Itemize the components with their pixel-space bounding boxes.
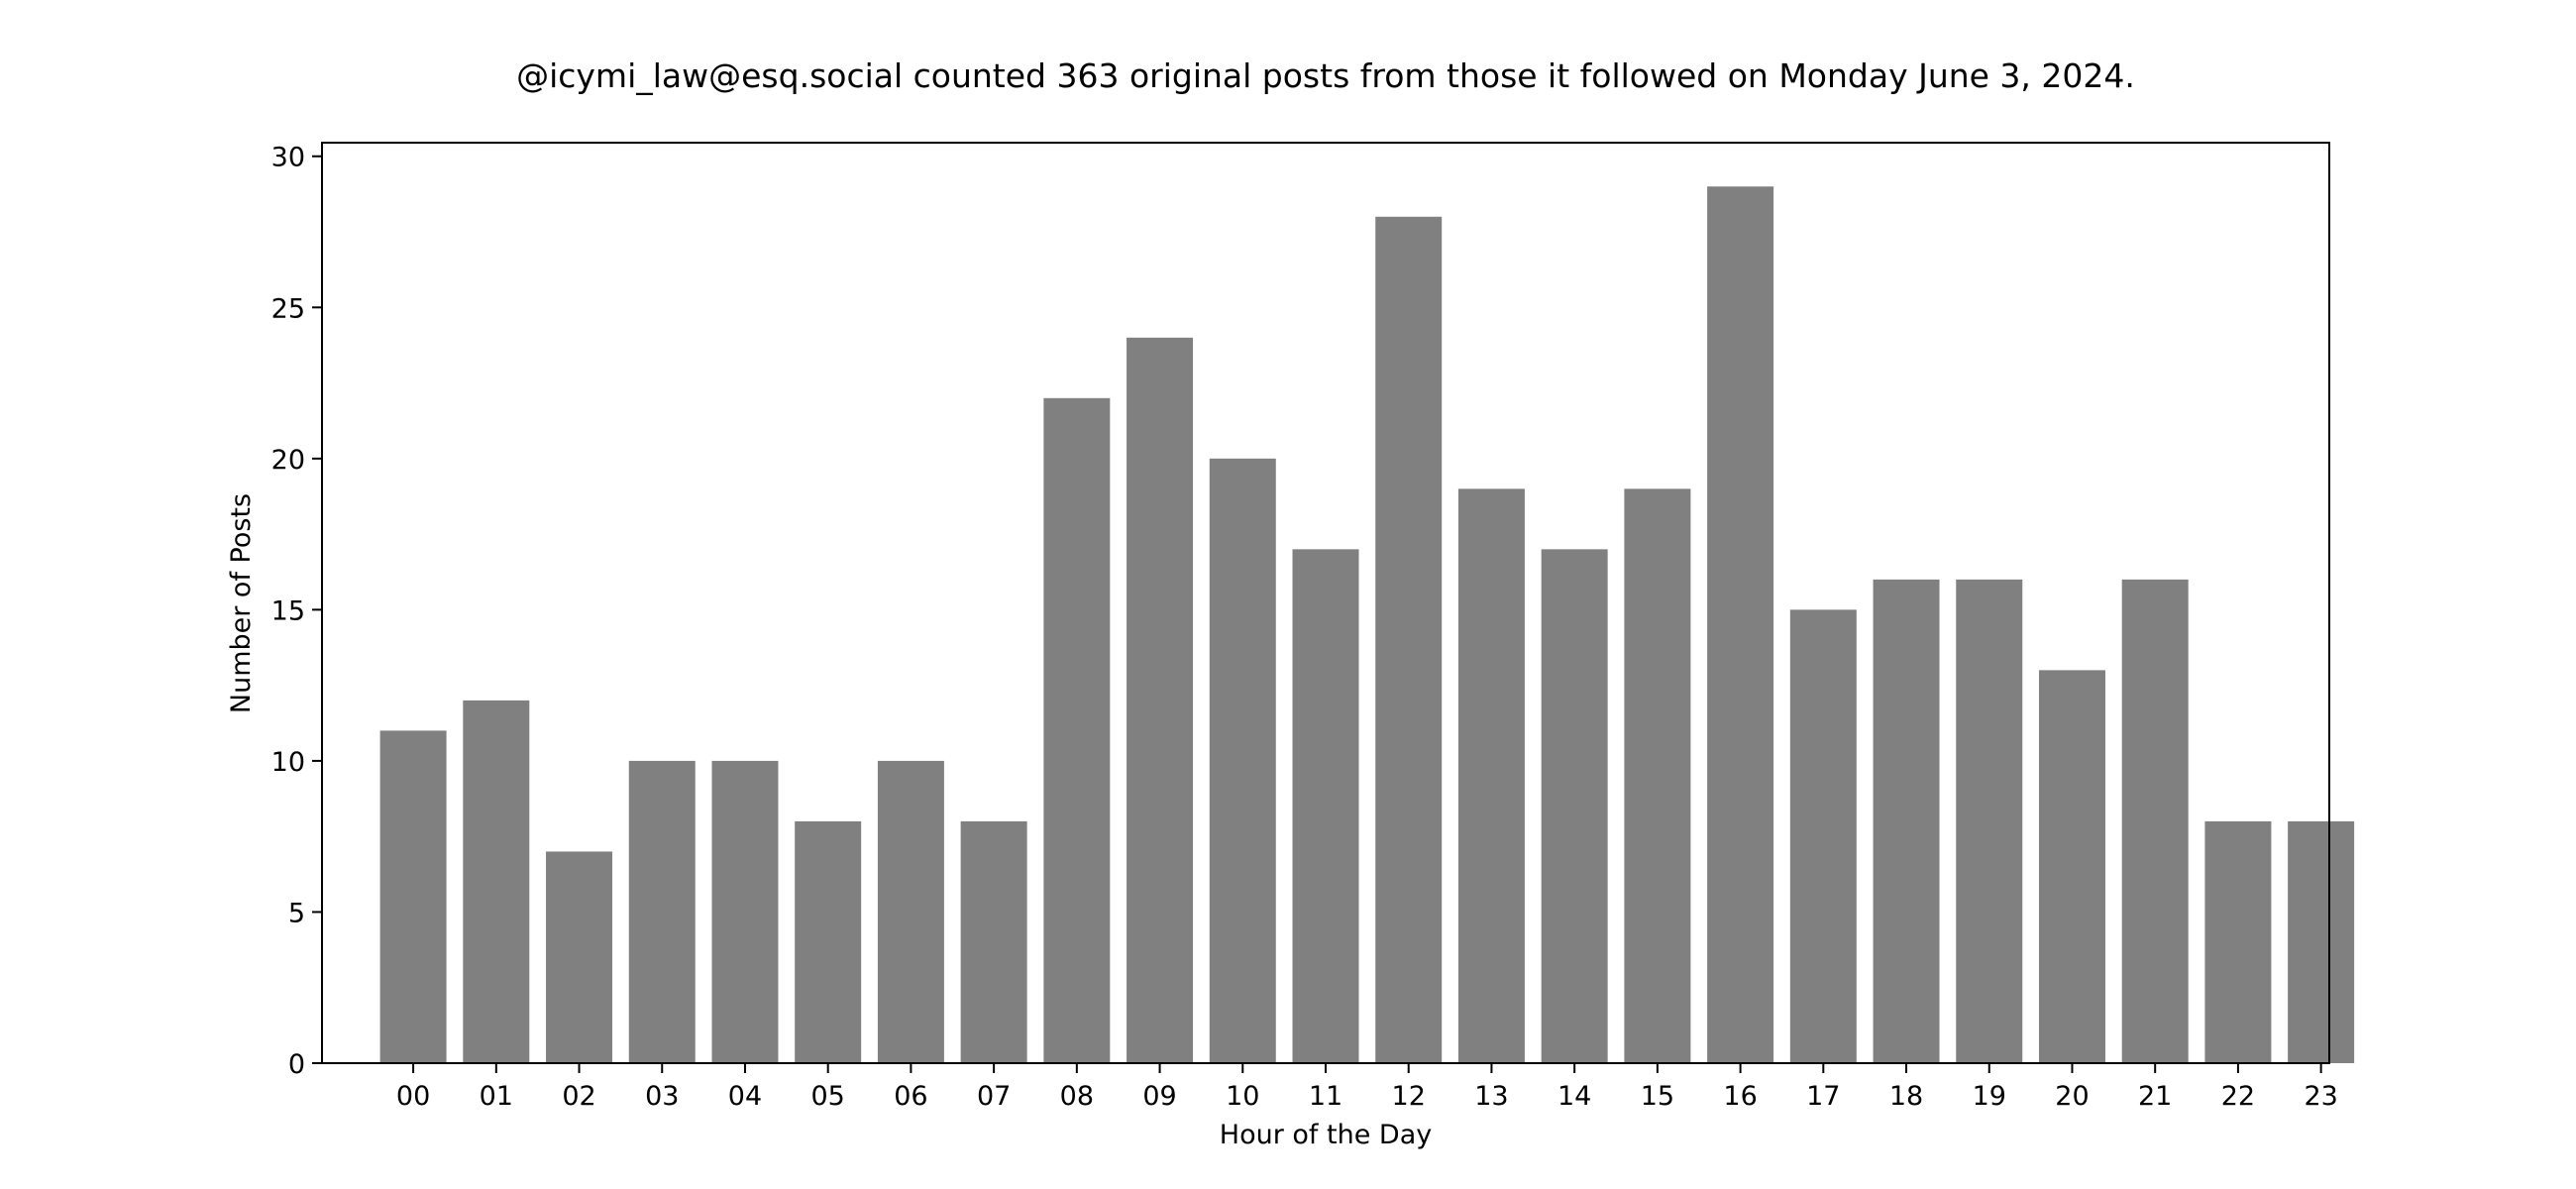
y-tick-label: 25 <box>271 293 305 324</box>
x-tick-label-08: 08 <box>1060 1081 1094 1112</box>
x-tick-label-14: 14 <box>1557 1081 1591 1112</box>
bar-04 <box>711 760 779 1063</box>
x-tick-label-04: 04 <box>728 1081 762 1112</box>
x-tick-label-13: 13 <box>1474 1081 1508 1112</box>
bar-02 <box>546 851 613 1063</box>
x-tick-label-21: 21 <box>2138 1081 2172 1112</box>
bar-16 <box>1707 186 1774 1064</box>
x-tick-label-18: 18 <box>1889 1081 1923 1112</box>
y-tick-label: 15 <box>271 595 305 626</box>
x-tick-label-20: 20 <box>2055 1081 2089 1112</box>
bar-01 <box>463 700 530 1063</box>
bar-00 <box>379 730 447 1063</box>
y-axis-label: Number of Posts <box>226 493 257 713</box>
bar-18 <box>1873 579 1940 1063</box>
y-tick-label: 20 <box>271 445 305 476</box>
x-tick-label-00: 00 <box>396 1081 430 1112</box>
x-tick-label-16: 16 <box>1723 1081 1757 1112</box>
x-tick-label-10: 10 <box>1226 1081 1259 1112</box>
bar-21 <box>2121 579 2189 1063</box>
y-tick-label: 5 <box>288 898 305 928</box>
bar-10 <box>1209 458 1276 1063</box>
bar-05 <box>795 820 862 1063</box>
x-tick-label-03: 03 <box>645 1081 679 1112</box>
plot-frame <box>321 142 2330 1064</box>
bar-17 <box>1789 609 1857 1063</box>
x-axis-label: Hour of the Day <box>1220 1120 1432 1150</box>
y-tick-label: 30 <box>271 143 305 173</box>
x-tick-label-19: 19 <box>1973 1081 2006 1112</box>
bar-20 <box>2038 670 2105 1063</box>
bar-19 <box>1956 579 2023 1063</box>
x-tick-label-06: 06 <box>894 1081 927 1112</box>
y-tick-label: 0 <box>288 1049 305 1080</box>
bar-22 <box>2204 820 2272 1063</box>
y-axis-ticks: 0 5 10 15 20 25 30 <box>271 143 322 1080</box>
x-tick-label-15: 15 <box>1641 1081 1674 1112</box>
x-tick-label-01: 01 <box>480 1081 513 1112</box>
bars-group <box>379 186 2355 1064</box>
bar-12 <box>1375 216 1443 1063</box>
x-tick-label-07: 07 <box>977 1081 1011 1112</box>
x-axis-ticks: 00 01 02 03 04 05 06 07 08 09 10 11 12 13 14 15 16 17 18 19… <box>396 1063 2338 1112</box>
bar-15 <box>1624 488 1691 1064</box>
bar-09 <box>1127 337 1194 1063</box>
chart-title: @icymi_law@esq.social counted 363 origin… <box>516 56 2135 95</box>
x-tick-label-11: 11 <box>1309 1081 1342 1112</box>
x-tick-label-22: 22 <box>2221 1081 2255 1112</box>
bar-08 <box>1043 397 1111 1063</box>
bar-07 <box>960 820 1027 1063</box>
x-tick-label-17: 17 <box>1806 1081 1840 1112</box>
bar-03 <box>628 760 696 1063</box>
bar-11 <box>1292 549 1359 1063</box>
x-tick-label-23: 23 <box>2304 1081 2337 1112</box>
y-tick-label: 10 <box>271 747 305 778</box>
bar-06 <box>877 760 944 1063</box>
x-tick-label-12: 12 <box>1392 1081 1426 1112</box>
bar-13 <box>1457 488 1525 1064</box>
bar-14 <box>1541 549 1608 1063</box>
x-tick-label-02: 02 <box>562 1081 595 1112</box>
x-tick-label-05: 05 <box>811 1081 845 1112</box>
x-tick-label-09: 09 <box>1142 1081 1176 1112</box>
bar-23 <box>2288 820 2355 1063</box>
